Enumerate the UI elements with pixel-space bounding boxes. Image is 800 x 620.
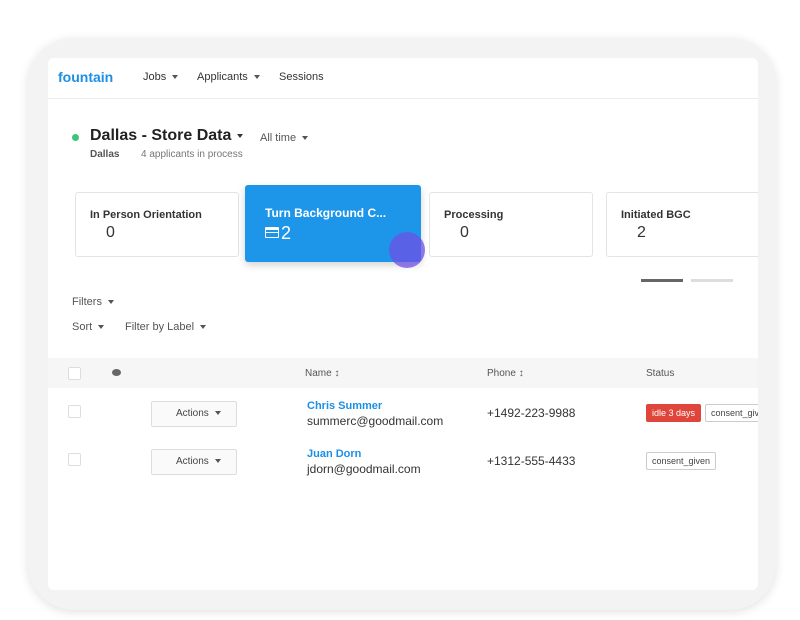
status-tag: idle 3 days xyxy=(646,404,702,422)
summary: 4 applicants in process xyxy=(141,149,243,160)
status-tag: consent_giv xyxy=(705,404,758,422)
applicant-email: summerc@goodmail.com xyxy=(307,414,444,428)
applicant-phone: +1492-223-9988 xyxy=(487,406,576,420)
filters-button[interactable]: Filters xyxy=(72,296,114,308)
pager[interactable] xyxy=(691,279,733,282)
status-tag: consent_given xyxy=(646,452,717,470)
title-text: Dallas - Store Data xyxy=(90,127,232,144)
stage-label: Initiated BGC xyxy=(621,209,691,221)
app-screen: fountain Jobs Applicants Sessions Dallas… xyxy=(48,58,758,590)
nav-label: Applicants xyxy=(197,71,248,83)
stage-card[interactable]: Initiated BGC 2 xyxy=(606,192,758,257)
pager-active[interactable] xyxy=(641,279,683,282)
period-text: All time xyxy=(260,132,297,144)
column-header[interactable]: Phone ↕ xyxy=(487,368,524,379)
column-header: Status xyxy=(646,368,675,379)
location: Dallas xyxy=(90,149,120,160)
stage-card[interactable]: In Person Orientation 0 xyxy=(75,192,239,257)
nav-item[interactable]: Jobs xyxy=(143,71,179,83)
table-header xyxy=(48,358,758,388)
stage-count: 2 xyxy=(637,224,646,241)
stage-count: 2 xyxy=(281,223,292,243)
label-filter-text: Filter by Label xyxy=(125,321,195,333)
sort-text: Sort xyxy=(72,321,93,333)
header-text: Phone xyxy=(487,368,516,379)
applicant-name[interactable]: Chris Summer xyxy=(307,400,383,412)
stage-icon xyxy=(265,227,279,238)
actions-text: Actions xyxy=(176,456,209,467)
applicant-name[interactable]: Juan Dorn xyxy=(307,448,362,460)
applicant-email: jdorn@goodmail.com xyxy=(307,462,421,476)
stage-label: Turn Background C... xyxy=(265,206,387,220)
stage-label: In Person Orientation xyxy=(90,209,202,221)
cursor-highlight xyxy=(389,232,425,268)
nav-divider xyxy=(48,98,758,99)
applicant-phone: +1312-555-4433 xyxy=(487,454,576,468)
column-header[interactable]: Name ↕ xyxy=(305,368,340,379)
actions-text: Actions xyxy=(176,408,209,419)
label-filter[interactable]: Filter by Label xyxy=(125,321,207,333)
select-all[interactable] xyxy=(68,367,81,380)
filters-text: Filters xyxy=(72,296,102,308)
stage-label: Processing xyxy=(444,209,504,221)
logo[interactable]: fountain xyxy=(58,69,114,85)
chat-icon xyxy=(112,369,121,376)
row-checkbox[interactable] xyxy=(68,453,81,466)
actions-button[interactable]: Actions xyxy=(151,401,237,427)
stage-count: 0 xyxy=(460,224,469,241)
actions-button[interactable]: Actions xyxy=(151,449,237,475)
row-checkbox[interactable] xyxy=(68,405,81,418)
nav-item[interactable]: Sessions xyxy=(279,71,324,83)
period-select[interactable]: All time xyxy=(260,132,309,144)
page-title: Dallas - Store Data xyxy=(90,127,244,145)
status-dot xyxy=(72,134,79,141)
nav-item[interactable]: Applicants xyxy=(197,71,260,83)
nav-label: Jobs xyxy=(143,71,167,83)
stage-count: 0 xyxy=(106,224,115,241)
stage-card[interactable]: Processing 0 xyxy=(429,192,593,257)
header-text: Name xyxy=(305,368,332,379)
sort-button[interactable]: Sort xyxy=(72,321,105,333)
